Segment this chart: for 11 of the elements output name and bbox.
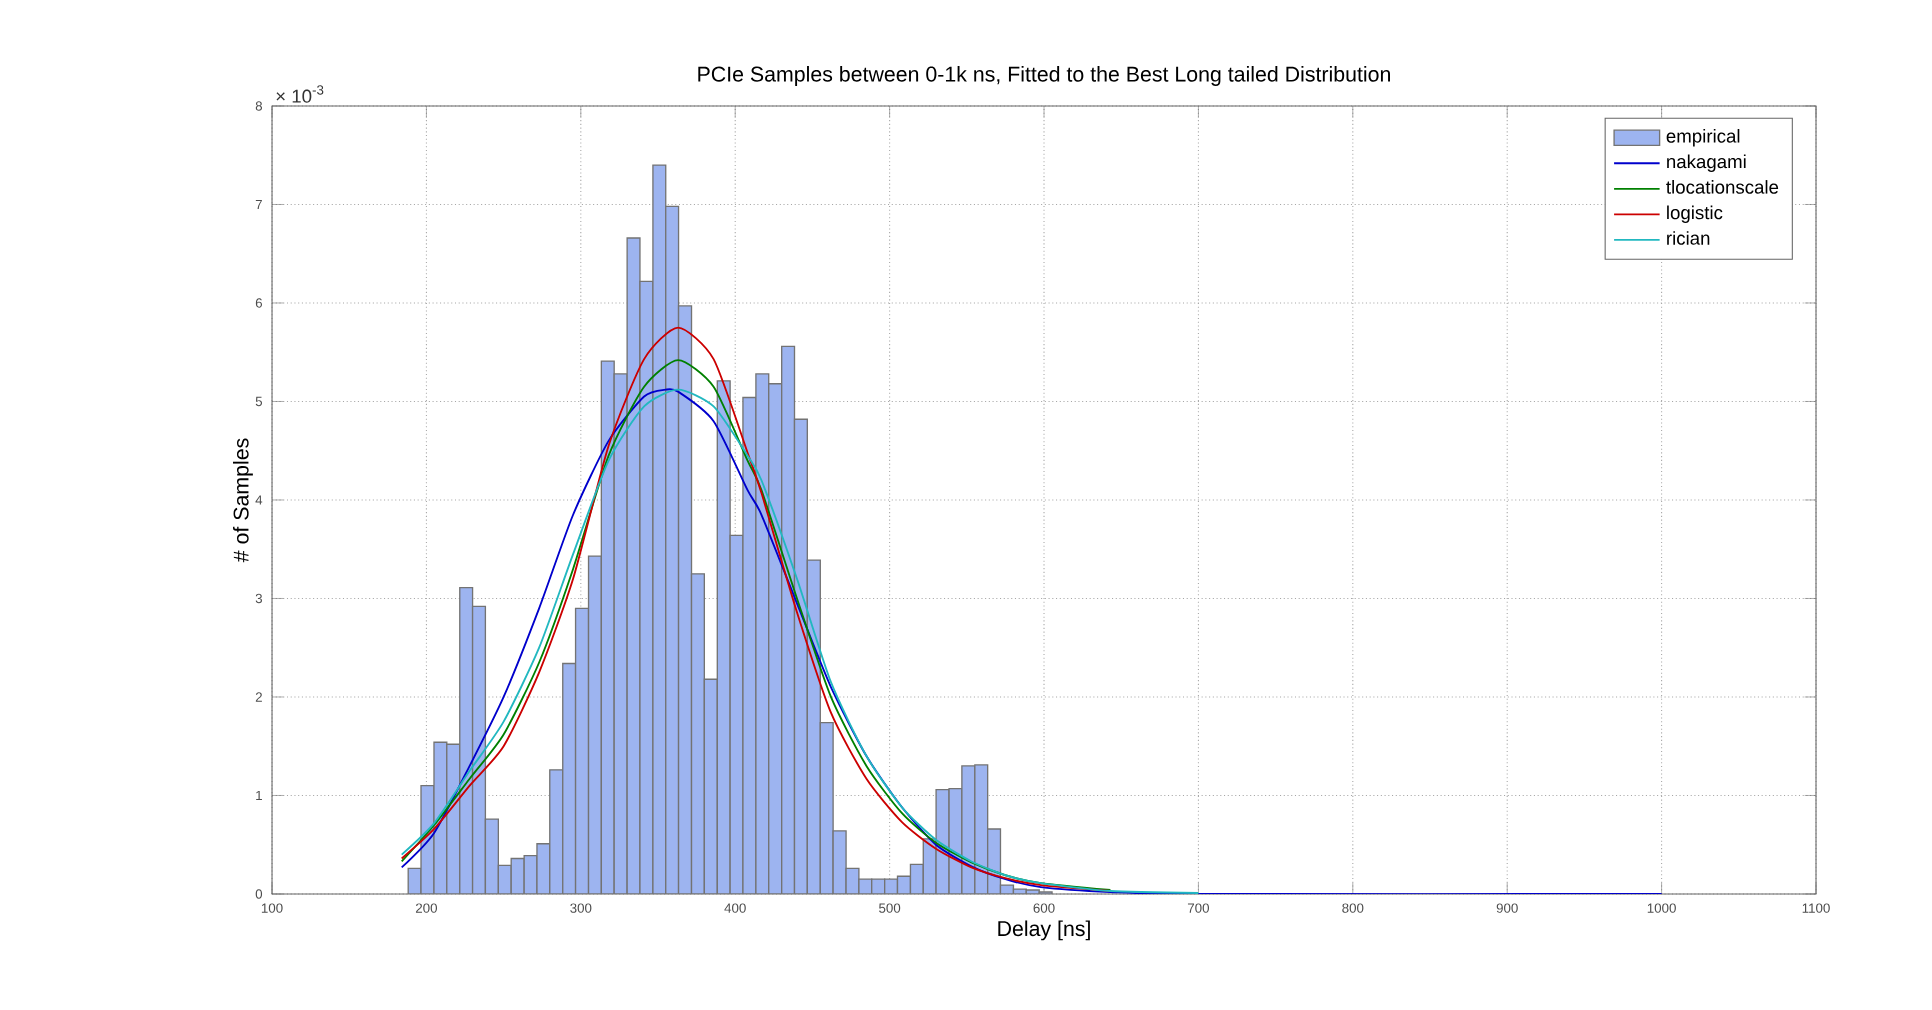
legend-label: empirical xyxy=(1666,129,1740,147)
legend-label: rician xyxy=(1667,231,1710,245)
legend-label: nakagami xyxy=(1667,154,1746,172)
legend-label: logistic xyxy=(1667,205,1723,223)
x-axis-title: Delay [ns] xyxy=(998,920,1090,941)
line-series xyxy=(400,388,1663,894)
chart-title: PCIe Samples between 0-1k ns, Fitted to the Best Long tailed Distribution xyxy=(698,66,1390,86)
y-axis-title: # of Samples xyxy=(232,438,253,563)
legend-label: tlocationscale xyxy=(1666,180,1779,194)
line-series xyxy=(400,388,1200,894)
text: × 10$^{-3}$ xyxy=(276,85,324,103)
